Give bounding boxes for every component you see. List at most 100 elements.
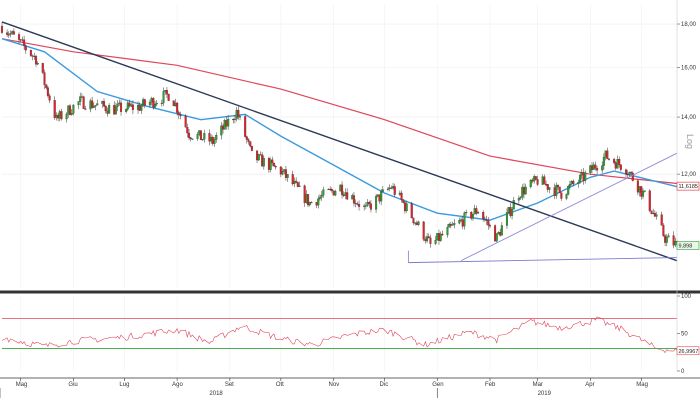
candle-body [142, 99, 145, 107]
candle-body [619, 164, 622, 170]
candle-body [332, 190, 335, 196]
candle-body [293, 180, 296, 185]
month-label: Mag [636, 382, 648, 388]
candle-body [339, 184, 342, 192]
month-label: Nov [329, 382, 340, 388]
candle-body [91, 100, 94, 108]
month-label: Ott [276, 382, 284, 388]
candle-body [531, 179, 534, 182]
candle-body [317, 198, 320, 206]
last-price-tag-box [676, 241, 700, 250]
candle-body [624, 169, 628, 175]
candle-body [460, 219, 463, 221]
candle-body [125, 109, 128, 112]
candle-body [388, 187, 391, 190]
candle-body [250, 145, 253, 151]
candle-body [448, 223, 451, 228]
candle-body [522, 187, 526, 195]
candle-body [517, 198, 520, 201]
candle-body [108, 105, 111, 114]
candle-body [281, 171, 284, 175]
candle-body [358, 204, 361, 207]
candle-body [572, 180, 575, 185]
candle-body [643, 190, 646, 192]
candle-body [584, 172, 587, 181]
candle-body [23, 39, 26, 46]
trendline-support [408, 257, 678, 264]
candle-body [368, 202, 371, 204]
candle-body [509, 207, 512, 216]
candle-body [172, 100, 175, 107]
candle-body [43, 72, 46, 85]
candle-body [7, 34, 10, 36]
candle-body [232, 119, 235, 121]
candle-body [664, 235, 667, 243]
candle-body [174, 102, 177, 107]
candle-body [405, 203, 408, 212]
candle-body [594, 164, 597, 169]
candle-body [296, 182, 299, 187]
candle-body [318, 197, 321, 199]
candle-body [291, 174, 294, 185]
candle-body [215, 135, 218, 140]
candle-body [79, 96, 82, 102]
candle-body [667, 235, 670, 238]
candle-body [140, 105, 143, 111]
candle-body [577, 181, 580, 185]
candle-body [402, 199, 405, 203]
candle-body [84, 108, 87, 110]
candle-body [273, 162, 276, 167]
candle-body [449, 223, 452, 226]
candle-body [592, 164, 595, 170]
candle-body [89, 100, 92, 110]
candle-body [67, 105, 70, 115]
candle-body [274, 166, 277, 168]
candle-body [65, 113, 68, 120]
month-label: Giu [68, 382, 77, 388]
candle-body [366, 202, 369, 206]
candle-body [616, 159, 619, 169]
month-label: Set [225, 382, 234, 388]
candle-body [672, 235, 675, 246]
candle-body [403, 202, 406, 212]
candle-body [630, 172, 633, 174]
candle-body [596, 168, 599, 171]
candle-body [29, 50, 32, 56]
candle-body [674, 241, 677, 246]
candle-body [653, 212, 656, 217]
candle-body [72, 104, 75, 114]
candle-body [269, 159, 272, 170]
candle-body [305, 194, 308, 203]
candle-body [315, 202, 318, 206]
candle-body [126, 102, 129, 110]
candle-body [153, 104, 157, 108]
rsi-indicator [1, 316, 678, 354]
month-label: Mag [16, 382, 28, 388]
candle-body [378, 194, 381, 202]
candle-body [160, 102, 163, 104]
candle-body [189, 137, 192, 139]
candle-body [196, 134, 199, 139]
candle-body [177, 112, 180, 115]
candle-body [283, 169, 286, 172]
candle-body [439, 233, 442, 241]
candle-body [499, 232, 502, 236]
candle-body [80, 96, 83, 98]
candle-body [295, 180, 298, 183]
candle-body [176, 102, 179, 113]
candle-body [477, 212, 480, 214]
trendlines [1, 21, 678, 264]
candle-body [341, 184, 344, 195]
candle-body [330, 189, 333, 191]
ma-short-line [1, 38, 678, 221]
candle-body [524, 186, 527, 195]
candle-body [94, 104, 97, 107]
candle-body [298, 185, 301, 187]
candle-body [271, 159, 274, 164]
candle-body [545, 184, 548, 186]
rsi-tick-label: 50 [681, 332, 688, 338]
candle-body [652, 212, 655, 214]
candle-body [104, 105, 107, 112]
price-tick-label: 12,00 [681, 172, 697, 178]
candle-body [660, 214, 663, 226]
